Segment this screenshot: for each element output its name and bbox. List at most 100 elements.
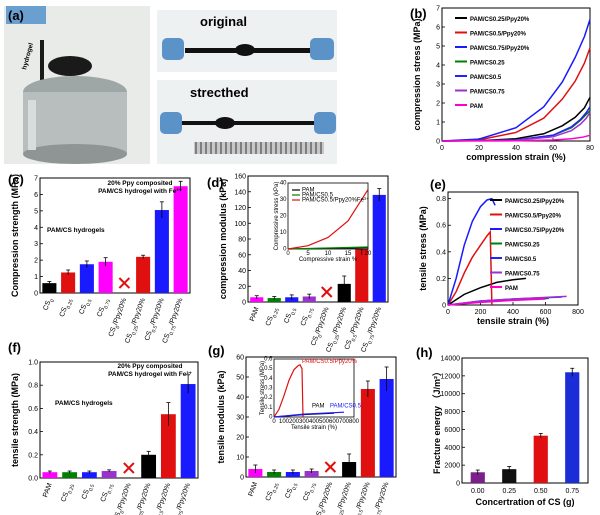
inset-x-tick: 400 [309, 419, 320, 425]
label-sub: 0.5 [86, 298, 94, 307]
label-part: CS [283, 313, 293, 325]
hydrogel-knot-2 [215, 117, 235, 129]
x-category-label: 0.75 [565, 488, 579, 495]
inset-y-tick: 0 [283, 247, 287, 253]
label-sub: 0.25 [131, 325, 140, 336]
panel-label: (f) [8, 340, 21, 355]
label-sub: 0 [115, 325, 122, 330]
bar [360, 389, 375, 477]
label-sub: 0.75 [107, 483, 116, 494]
bar [372, 194, 386, 302]
label-sub: 0 [119, 510, 126, 515]
legend-label: PAM/CS0.75 [470, 90, 505, 96]
legend-label: PAM/CS0.75/Ppy20% [505, 228, 565, 234]
y-tick-label: 20 [236, 435, 244, 442]
weight-highlight [28, 100, 36, 150]
inset-y-tick: 0.5 [264, 366, 273, 372]
glove-left [162, 38, 184, 60]
label-sub: 0 [49, 298, 56, 303]
label-part: /Ppy20% [156, 482, 172, 511]
label-part: CS [310, 335, 320, 347]
legend-label: PAM/CS0.25 [505, 243, 540, 249]
label-sub: 0.5 [357, 509, 365, 515]
glove-left-2 [160, 112, 182, 134]
panel-label: (c) [8, 172, 24, 187]
plot-frame [441, 7, 591, 142]
x-category-label: CS0.75/Ppy20% [360, 306, 386, 354]
y-axis-label: Fracture energy （J/m²） [432, 367, 442, 474]
x-tick-label: 800 [572, 309, 584, 316]
inset-x-tick: 5 [306, 251, 310, 257]
bar [173, 186, 188, 293]
photo-original-background [157, 10, 337, 72]
label-part: /Ppy20% [176, 482, 192, 511]
panel-a: (a) hydrogel original strecthed [4, 6, 337, 164]
hydrogel-strand [40, 40, 44, 95]
label-sub: 0.25 [337, 509, 346, 515]
y-tick-label: 0.2 [28, 452, 38, 459]
y-tick-label: 0 [34, 291, 38, 298]
x-axis-label: tensile strain (%) [477, 316, 549, 326]
legend-label: PAM [505, 286, 518, 292]
bar [250, 297, 264, 302]
bar [42, 472, 58, 478]
x-category-label: PAM [249, 306, 261, 322]
y-tick-label: 0.0 [28, 476, 38, 483]
y-tick-label: 4 [34, 225, 38, 232]
glove-right [310, 38, 334, 60]
bar [98, 261, 113, 293]
legend-label: PAM [470, 104, 483, 110]
label-part: /Ppy20% [349, 306, 365, 335]
x-category-label: PAM [248, 481, 260, 497]
legend-label: PAM/CS0.25/Ppy20% [470, 17, 530, 23]
y-tick-label: 0.8 [436, 196, 446, 203]
label-part: /Ppy20% [136, 482, 152, 511]
label-part: CS [112, 511, 122, 515]
y-tick-label: 0 [436, 139, 440, 146]
y-tick-label: 8000 [444, 409, 460, 416]
y-tick-label: 10 [236, 455, 244, 462]
panel-label: (e) [430, 177, 446, 192]
inset-y-tick: 0.3 [264, 386, 273, 392]
ruler [194, 142, 324, 154]
series-line [447, 298, 546, 306]
legend-label: PAM/CS0.5/Ppy20% [505, 214, 562, 220]
y-tick-label: 6 [34, 192, 38, 199]
x-category-label: PAM [42, 482, 54, 498]
bar [379, 379, 394, 477]
annotation-group2b: PAM/CS hydrogel with Fe³⁺ [98, 188, 182, 195]
inset-y-tick: 0.4 [264, 376, 273, 382]
x-category-label: CS0.75 [100, 482, 116, 504]
inset-x-label: Tensile strain (%) [291, 425, 337, 431]
label-part: CS [265, 315, 275, 327]
y-tick-label: 2000 [444, 463, 460, 470]
label-sub: 0.25 [332, 334, 341, 345]
missing-marker [118, 277, 131, 289]
label-part: /Ppy20% [332, 306, 348, 335]
y-axis-label: compression modulus (kPa) [218, 179, 228, 300]
legend-label: PAM/CS0.5 [505, 257, 537, 263]
label-part: /Ppy20% [367, 306, 383, 335]
legend-label: PAM/CS0.25/Ppy20% [505, 199, 565, 205]
missing-marker [321, 286, 333, 298]
bar [302, 296, 316, 302]
x-category-label: CS0 [42, 297, 56, 312]
y-tick-label: 2 [34, 258, 38, 265]
annotation-group1: PAM/CS hydrogels [55, 400, 113, 407]
series-line [447, 277, 527, 306]
series-line [447, 197, 496, 306]
series-line [447, 229, 493, 306]
x-tick-label: 0 [440, 145, 444, 152]
label-sub: 0 [317, 334, 324, 339]
y-tick-label: 60 [238, 252, 246, 259]
y-tick-label: 3 [34, 241, 38, 248]
x-category-label: CS0.25 [60, 482, 76, 504]
bar [267, 298, 281, 302]
label-original: original [200, 14, 247, 29]
label-part: CS [96, 306, 106, 318]
label-part: /Ppy20% [168, 297, 184, 326]
label-sub: 0 [321, 509, 328, 514]
inset-y-tick: 0.1 [264, 405, 273, 411]
label-part: CS [162, 332, 172, 344]
series-line [441, 106, 591, 142]
